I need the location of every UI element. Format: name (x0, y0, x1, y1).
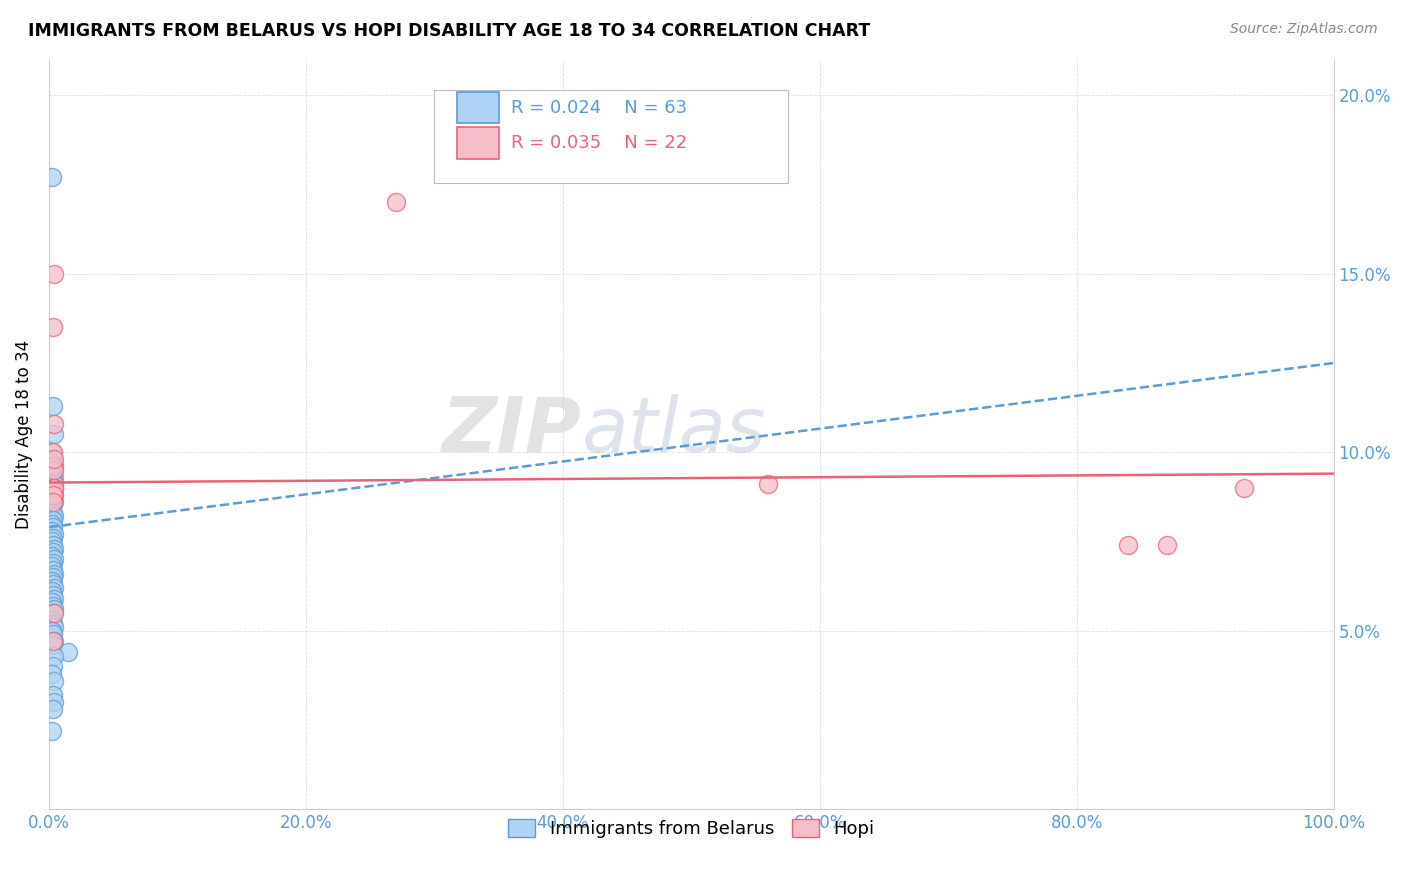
Point (42, 491, 65, 506)
Point (42, 634, 65, 648)
Point (41, 584, 63, 599)
Point (41, 499, 63, 513)
Point (42, 545, 65, 559)
Point (42, 427, 65, 442)
Point (41, 624, 63, 638)
Point (42, 638, 65, 652)
Point (42, 602, 65, 616)
Point (385, 195, 408, 210)
Point (42, 481, 65, 495)
Point (42, 648, 65, 663)
Point (42, 488, 65, 502)
Point (42, 566, 65, 581)
Point (42, 399, 65, 413)
Y-axis label: Disability Age 18 to 34: Disability Age 18 to 34 (15, 340, 32, 529)
Point (41, 549, 63, 563)
Point (42, 495, 65, 509)
FancyBboxPatch shape (457, 92, 499, 123)
Point (41, 484, 63, 499)
Point (42, 506, 65, 520)
Text: ZIP: ZIP (443, 393, 582, 467)
Point (42, 599, 65, 613)
Point (42, 563, 65, 577)
Point (42, 616, 65, 631)
Point (42, 591, 65, 606)
Point (42, 659, 65, 673)
Point (42, 527, 65, 541)
Point (41, 723, 63, 738)
Point (42, 538, 65, 552)
Text: Source: ZipAtlas.com: Source: ZipAtlas.com (1230, 22, 1378, 37)
Point (42, 484, 65, 499)
Point (42, 606, 65, 620)
Point (42, 552, 65, 566)
Point (1116, 538, 1139, 552)
Point (41, 524, 63, 538)
Point (42, 463, 65, 477)
Point (42, 513, 65, 527)
Point (42, 531, 65, 545)
Point (42, 702, 65, 716)
Point (42, 488, 65, 502)
Point (42, 452, 65, 467)
Point (42, 495, 65, 509)
Point (42, 556, 65, 570)
Text: IMMIGRANTS FROM BELARUS VS HOPI DISABILITY AGE 18 TO 34 CORRELATION CHART: IMMIGRANTS FROM BELARUS VS HOPI DISABILI… (28, 22, 870, 40)
Point (41, 170, 63, 185)
Point (42, 459, 65, 474)
Point (41, 445, 63, 459)
Point (41, 595, 63, 609)
Point (42, 445, 65, 459)
Point (42, 688, 65, 702)
Point (42, 627, 65, 641)
Point (1156, 538, 1178, 552)
Point (42, 509, 65, 524)
Point (758, 477, 780, 491)
Point (42, 463, 65, 477)
Point (42, 477, 65, 491)
FancyBboxPatch shape (434, 89, 787, 183)
Point (42, 606, 65, 620)
Text: atlas: atlas (582, 393, 766, 467)
Text: R = 0.024    N = 63: R = 0.024 N = 63 (512, 99, 688, 117)
Point (42, 320, 65, 334)
Point (42, 481, 65, 495)
Point (42, 459, 65, 474)
Point (42, 417, 65, 431)
Point (58, 645, 80, 659)
Point (42, 634, 65, 648)
Point (42, 520, 65, 534)
Point (42, 577, 65, 591)
Point (42, 484, 65, 499)
Point (42, 620, 65, 634)
Point (42, 488, 65, 502)
Point (41, 613, 63, 627)
Point (42, 267, 65, 281)
Point (42, 581, 65, 595)
Point (42, 452, 65, 467)
Point (42, 588, 65, 602)
Text: R = 0.035    N = 22: R = 0.035 N = 22 (512, 134, 688, 152)
Point (41, 534, 63, 549)
FancyBboxPatch shape (457, 127, 499, 159)
Point (42, 541, 65, 556)
Point (42, 488, 65, 502)
Point (42, 470, 65, 484)
Point (41, 559, 63, 574)
Point (41, 666, 63, 681)
Point (42, 570, 65, 584)
Point (41, 574, 63, 588)
Point (42, 474, 65, 488)
Point (41, 470, 63, 484)
Point (41, 516, 63, 531)
Point (42, 673, 65, 688)
Point (42, 481, 65, 495)
Point (1233, 481, 1256, 495)
Point (42, 695, 65, 709)
Point (41, 488, 63, 502)
Legend: Immigrants from Belarus, Hopi: Immigrants from Belarus, Hopi (501, 812, 882, 845)
